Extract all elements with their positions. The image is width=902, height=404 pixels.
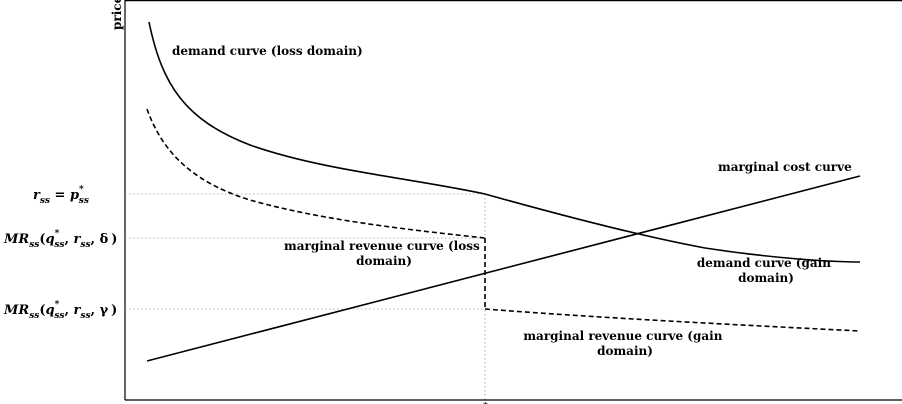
price-level-marker: rss = p* ss (33, 185, 89, 206)
demand-curve-gain (484, 193, 861, 263)
quantity-marker: q*ss (474, 402, 493, 404)
marginal-revenue-curve-gain (484, 308, 861, 332)
marginal-revenue-curve-loss (146, 108, 486, 239)
demand-gain-label: demand curve (gain domain) (697, 256, 835, 285)
mr-gamma-marker: MRss(q* ss, rss, γ) (3, 300, 117, 321)
demand-curve-loss (148, 21, 486, 195)
demand-loss-label: demand curve (loss domain) (172, 44, 363, 58)
y-axis-title: price (110, 0, 124, 30)
mr-loss-label: marginal revenue curve (loss domain) (284, 239, 484, 268)
mr-gain-label: marginal revenue curve (gain domain) (523, 329, 726, 358)
marginal-cost-label: marginal cost curve (718, 160, 852, 174)
marginal-cost-curve (146, 175, 861, 362)
mr-delta-marker: MRss(q* ss, rss, δ) (3, 229, 117, 250)
